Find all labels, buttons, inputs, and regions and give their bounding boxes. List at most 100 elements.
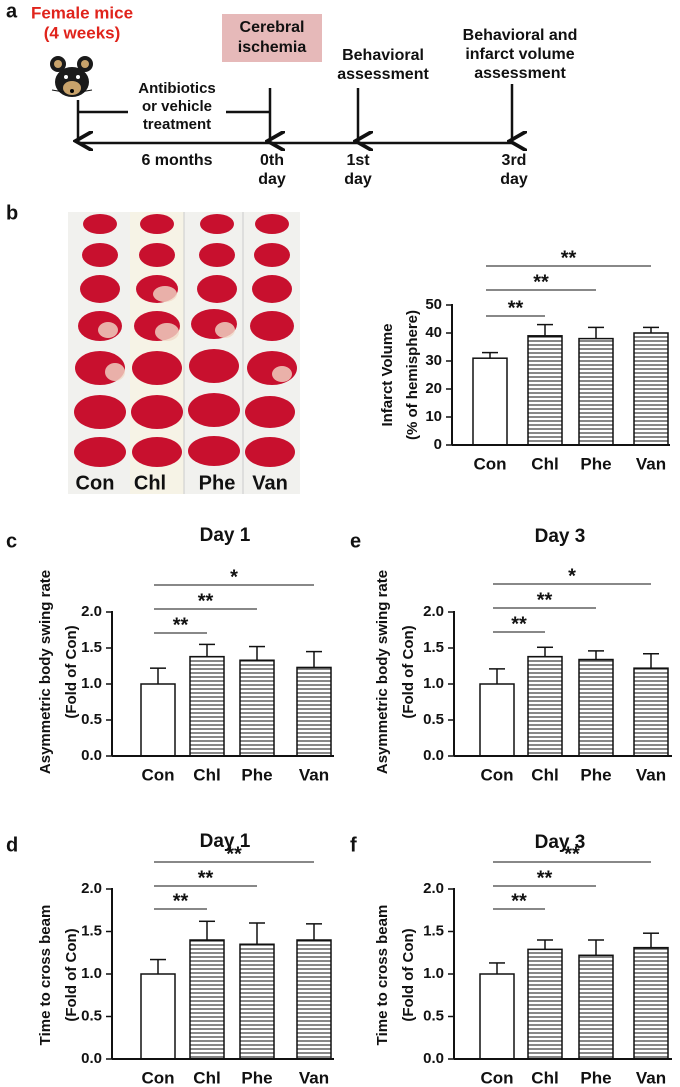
x-tick-label: Con [141, 765, 174, 784]
x-tick-label: Phe [580, 1068, 611, 1087]
y-axis-label: (Fold of Con) [400, 928, 417, 1021]
bar [239, 659, 275, 757]
x-tick-label: Con [141, 1068, 174, 1087]
y-tick-label: 0.5 [81, 1007, 102, 1024]
y-tick-label: 0 [434, 436, 442, 453]
brain-photo [68, 212, 300, 494]
x-tick-label: Van [636, 1068, 666, 1087]
event-label: Cerebral [240, 19, 305, 36]
panel-label: e [350, 530, 361, 552]
x-tick-label: Van [299, 765, 329, 784]
x-tick-label: Chl [531, 1068, 558, 1087]
x-tick-label: Chl [531, 765, 558, 784]
bar [578, 658, 614, 757]
day-label: day [344, 171, 372, 188]
significance-label: ** [533, 271, 549, 293]
y-tick-label: 1.5 [81, 639, 102, 656]
y-tick-label: 50 [425, 296, 442, 313]
significance-label: ** [537, 589, 553, 611]
y-tick-label: 1.5 [81, 922, 102, 939]
y-tick-label: 20 [425, 380, 442, 397]
ischemia-box [222, 14, 322, 62]
significance-label: ** [564, 843, 580, 865]
chart-title: Day 3 [535, 832, 586, 853]
y-tick-label: 10 [425, 408, 442, 425]
y-axis-label: (% of hemisphere) [404, 310, 421, 440]
panel-label: a [6, 0, 18, 22]
subject: Female mice [31, 3, 133, 22]
bar [472, 357, 508, 446]
y-axis-label: Infarct Volume [379, 323, 396, 426]
photo-label: Con [76, 472, 115, 494]
significance-label: ** [511, 890, 527, 912]
y-tick-label: 1.0 [423, 675, 444, 692]
significance-label: ** [173, 614, 189, 636]
day-label: 0th [260, 152, 284, 169]
y-axis-label: Asymmetric body swing rate [374, 570, 391, 774]
x-tick-label: Phe [580, 454, 611, 473]
treatment-label: treatment [143, 116, 211, 133]
treatment-label: Antibiotics [138, 80, 216, 97]
y-tick-label: 2.0 [423, 603, 444, 620]
y-tick-label: 2.0 [423, 880, 444, 897]
treatment-label: or vehicle [142, 98, 212, 115]
panel-label: f [350, 834, 357, 856]
y-tick-label: 1.0 [81, 965, 102, 982]
bar [578, 954, 614, 1060]
x-tick-label: Chl [193, 765, 220, 784]
y-tick-label: 1.0 [81, 675, 102, 692]
bar [633, 946, 669, 1060]
y-axis-label: Time to cross beam [37, 905, 54, 1046]
y-tick-label: 2.0 [81, 603, 102, 620]
bar [189, 655, 225, 757]
bar [527, 655, 563, 757]
y-axis-label: (Fold of Con) [63, 928, 80, 1021]
bar [296, 666, 332, 757]
bar [296, 939, 332, 1060]
chart-title: Day 1 [200, 831, 251, 852]
chart-title: Day 3 [535, 526, 586, 547]
significance-label: ** [508, 297, 524, 319]
event-label: Behavioral [342, 47, 424, 64]
x-tick-label: Van [299, 1068, 329, 1087]
bar [479, 683, 515, 757]
y-tick-label: 2.0 [81, 880, 102, 897]
day-label: 1st [346, 152, 370, 169]
y-axis-label: Time to cross beam [374, 905, 391, 1046]
y-axis-label: (Fold of Con) [400, 625, 417, 718]
significance-label: ** [198, 590, 214, 612]
photo-label: Chl [134, 472, 166, 494]
event-label: ischemia [238, 39, 307, 56]
y-tick-label: 0.0 [81, 1050, 102, 1067]
y-tick-label: 1.0 [423, 965, 444, 982]
duration: 6 months [141, 152, 212, 169]
timeline-lines [78, 84, 512, 143]
y-tick-label: 0.5 [81, 711, 102, 728]
y-tick-label: 0.5 [423, 1007, 444, 1024]
y-tick-label: 40 [425, 324, 442, 341]
y-tick-label: 30 [425, 352, 442, 369]
day-label: day [500, 171, 528, 188]
event-label: assessment [337, 66, 429, 83]
day-label: 3rd [502, 152, 527, 169]
x-tick-label: Phe [241, 765, 272, 784]
x-tick-label: Phe [241, 1068, 272, 1087]
panel-label: d [6, 834, 18, 856]
y-tick-label: 1.5 [423, 922, 444, 939]
bar [189, 939, 225, 1060]
event-label: Behavioral and [463, 27, 578, 44]
y-tick-label: 0.5 [423, 711, 444, 728]
y-tick-label: 0.0 [81, 747, 102, 764]
bar [633, 332, 669, 446]
photo-label: Phe [199, 472, 236, 494]
significance-label: * [230, 566, 238, 588]
chart-title: Day 1 [200, 525, 251, 546]
y-tick-label: 0.0 [423, 747, 444, 764]
bar [578, 337, 614, 446]
x-tick-label: Con [480, 765, 513, 784]
significance-label: * [568, 565, 576, 587]
x-tick-label: Phe [580, 765, 611, 784]
x-tick-label: Van [636, 454, 666, 473]
